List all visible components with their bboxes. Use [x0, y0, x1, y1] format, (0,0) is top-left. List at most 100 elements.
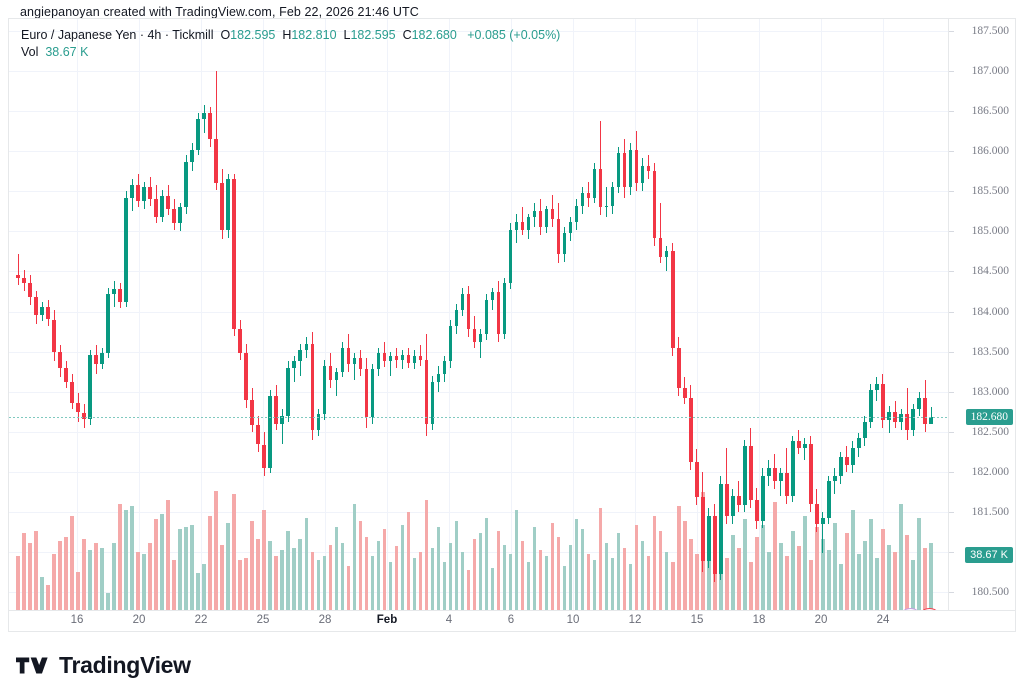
volume-bar: [94, 542, 98, 612]
volume-bar: [328, 544, 333, 612]
volume-bar: [634, 525, 639, 612]
price-axis-tick: [949, 151, 954, 153]
candle-body: [706, 515, 711, 562]
candle-body: [76, 402, 80, 413]
candle-body: [154, 199, 158, 217]
candle-body: [658, 237, 663, 257]
candle-wick: [804, 438, 806, 460]
candle-body: [598, 168, 603, 208]
volume-bar: [58, 540, 62, 612]
gridline-horizontal: [9, 511, 950, 513]
candle-body: [58, 351, 62, 368]
volume-bar: [658, 531, 663, 612]
candle-body: [352, 358, 357, 364]
gridline-horizontal: [9, 431, 950, 433]
candle-body: [16, 274, 20, 278]
candle-body: [592, 168, 597, 198]
candle-body: [328, 366, 333, 380]
candle-body: [851, 447, 855, 466]
candle-wick: [600, 120, 602, 216]
volume-bar: [779, 542, 783, 612]
candle-body: [604, 205, 609, 208]
price-axis-label: 185.000: [971, 225, 1009, 238]
price-pane[interactable]: Euro / Japanese Yen · 4h · Tickmill O182…: [9, 19, 950, 612]
candle-body: [586, 192, 591, 198]
candle-body: [809, 443, 813, 504]
volume-bar: [232, 494, 237, 612]
volume-bar: [46, 585, 50, 612]
volume-bar: [562, 565, 567, 612]
price-axis-label: 184.000: [971, 305, 1009, 318]
candle-body: [22, 277, 26, 284]
volume-bar: [821, 538, 825, 612]
volume-bar: [472, 538, 477, 612]
volume-bar: [184, 527, 188, 612]
volume-bar: [76, 571, 80, 612]
candle-wick: [293, 355, 295, 382]
volume-bar: [809, 559, 813, 612]
volume-bar: [646, 556, 651, 612]
candle-body: [694, 462, 699, 498]
candle-body: [580, 192, 585, 206]
volume-bar: [863, 540, 867, 612]
volume-bar: [70, 515, 74, 612]
candle-body: [724, 483, 729, 516]
candle-body: [839, 457, 843, 476]
time-axis[interactable]: 16 20 22 25 28 Feb 4 6 10 12 15 18 20 24: [9, 610, 1015, 631]
volume-bar: [88, 550, 92, 612]
volume-bar: [851, 509, 855, 612]
volume-bar: [592, 559, 597, 612]
candle-body: [827, 481, 831, 519]
current-price-badge[interactable]: 182.680: [965, 409, 1013, 426]
current-price-line: [9, 417, 950, 419]
volume-bar: [508, 554, 513, 612]
candle-body: [682, 387, 687, 398]
candle-wick: [401, 350, 403, 370]
candle-body: [803, 443, 807, 448]
price-axis[interactable]: 187.500 187.000 186.500 186.000 185.500 185.0…: [948, 19, 1015, 612]
volume-bar: [803, 515, 807, 612]
volume-bar: [160, 513, 164, 612]
volume-bar: [406, 511, 411, 612]
volume-bar: [400, 525, 405, 612]
candle-body: [112, 289, 116, 294]
candle-body: [274, 395, 279, 424]
candle-body: [574, 205, 579, 222]
price-axis-tick: [949, 191, 954, 193]
volume-bar: [610, 558, 615, 612]
volume-bar: [682, 521, 687, 612]
candle-body: [929, 417, 933, 425]
candle-wick: [606, 187, 608, 217]
volume-bar: [730, 534, 735, 612]
volume-bar: [748, 561, 753, 612]
current-volume-badge[interactable]: 38.67 K: [965, 547, 1013, 563]
candle-body: [70, 382, 74, 403]
volume-bar: [845, 532, 849, 612]
candle-body: [172, 208, 176, 224]
volume-bar: [334, 527, 339, 612]
volume-bar: [893, 552, 897, 612]
candle-body: [226, 178, 231, 230]
volume-bar: [412, 558, 417, 612]
candle-body: [388, 355, 393, 362]
candle-body: [881, 383, 885, 420]
candle-body: [532, 211, 537, 217]
volume-bar: [496, 531, 501, 612]
price-axis-label: 184.500: [971, 265, 1009, 278]
candle-body: [376, 353, 381, 370]
candle-body: [664, 251, 669, 257]
candle-body: [430, 382, 435, 424]
volume-bar: [172, 559, 176, 612]
volume-bar: [364, 536, 369, 612]
legend-volume-value: 38.67 K: [45, 45, 89, 59]
candle-body: [748, 446, 753, 500]
candle-body: [202, 112, 206, 120]
gridline-vertical: [77, 19, 78, 612]
volume-bar: [520, 540, 525, 612]
volume-bar: [52, 554, 56, 612]
candle-body: [334, 371, 339, 380]
candle-body: [718, 483, 723, 575]
volume-bar: [100, 548, 104, 612]
candle-body: [142, 187, 146, 201]
